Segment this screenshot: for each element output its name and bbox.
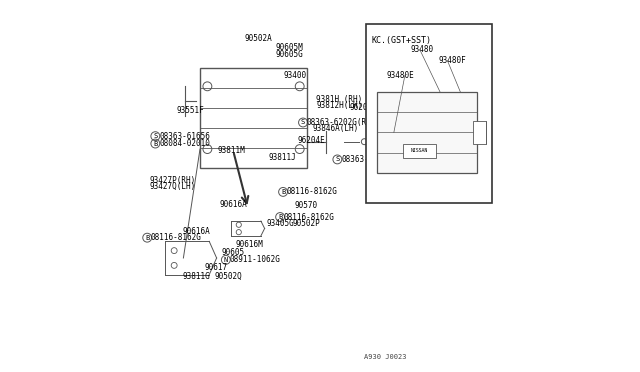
Text: 90605G: 90605G	[276, 50, 303, 59]
Text: 90502A: 90502A	[244, 34, 272, 43]
Text: 90616A: 90616A	[182, 227, 211, 235]
Text: 90605M: 90605M	[276, 43, 303, 52]
Text: 90616A: 90616A	[220, 200, 247, 209]
Text: S: S	[301, 119, 305, 125]
Text: 93480F: 93480F	[438, 56, 466, 65]
Text: 96204E: 96204E	[298, 136, 326, 145]
Text: 90605: 90605	[221, 248, 244, 257]
Text: 08363-61237: 08363-61237	[341, 155, 392, 164]
Bar	[200, 68, 307, 167]
Text: 93480: 93480	[410, 45, 433, 54]
Text: 9381H (RH): 9381H (RH)	[316, 95, 362, 104]
Text: S: S	[335, 156, 339, 163]
Text: 93427P(RH): 93427P(RH)	[149, 176, 196, 185]
Text: 90570: 90570	[295, 201, 318, 210]
Bar	[377, 92, 477, 173]
Text: 93427Q(LH): 93427Q(LH)	[149, 182, 196, 191]
Bar	[366, 23, 492, 203]
Text: 08363-61656: 08363-61656	[159, 132, 210, 141]
Text: 93812H(LH): 93812H(LH)	[316, 101, 362, 110]
Text: 96204: 96204	[349, 103, 372, 112]
Text: 08116-8162G: 08116-8162G	[287, 187, 338, 196]
Text: 96205: 96205	[374, 109, 397, 119]
Text: 93400: 93400	[283, 71, 306, 80]
Text: 90616M: 90616M	[236, 240, 264, 249]
Bar	[403, 144, 436, 158]
Text: B: B	[145, 235, 149, 241]
Text: A930 J0023: A930 J0023	[364, 353, 407, 359]
Text: NISSAN: NISSAN	[411, 148, 428, 153]
Text: 08116-8162G: 08116-8162G	[284, 212, 335, 221]
Text: 90502Q: 90502Q	[215, 272, 243, 281]
Text: B: B	[278, 214, 282, 220]
Text: KC.(GST+SST): KC.(GST+SST)	[372, 36, 432, 45]
Text: 08911-1062G: 08911-1062G	[230, 255, 280, 264]
Text: 93405G: 93405G	[266, 219, 294, 228]
Text: S: S	[153, 133, 157, 139]
Text: 93811M: 93811M	[218, 146, 245, 155]
Text: 93551F: 93551F	[177, 106, 205, 115]
Bar	[473, 121, 486, 144]
Text: 90502P: 90502P	[292, 219, 320, 228]
Text: 93480E: 93480E	[387, 71, 414, 80]
Text: 08363-6202G(RH): 08363-6202G(RH)	[307, 118, 376, 127]
Text: 90617: 90617	[205, 263, 228, 272]
Text: 08084-02010: 08084-02010	[159, 139, 210, 148]
Text: B: B	[281, 189, 285, 195]
Text: 93846A(LH): 93846A(LH)	[312, 124, 359, 133]
Text: B: B	[153, 141, 157, 147]
Text: N: N	[224, 257, 228, 263]
Text: 93811J: 93811J	[268, 153, 296, 162]
Text: 93811G: 93811G	[182, 272, 211, 281]
Text: 08116-8162G: 08116-8162G	[151, 233, 202, 242]
